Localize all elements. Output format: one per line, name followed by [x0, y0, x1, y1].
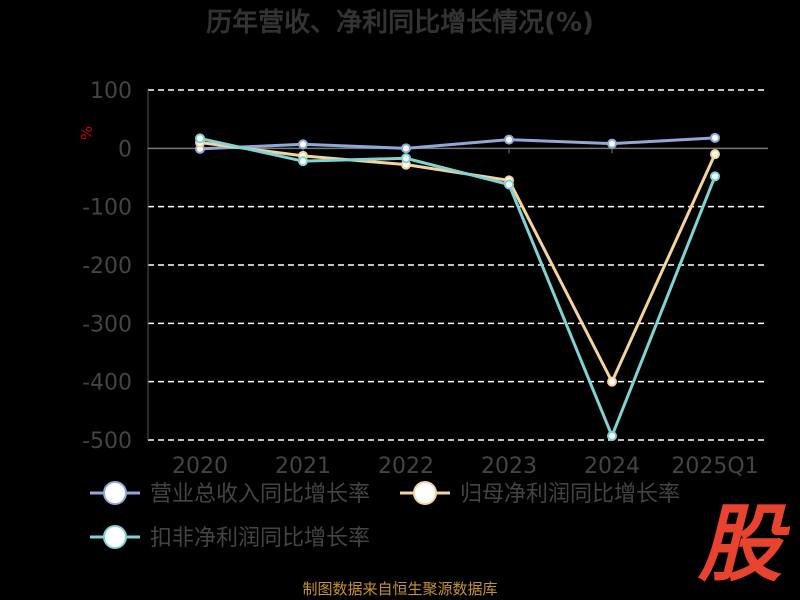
x-tick-label: 2025Q1: [671, 454, 758, 479]
x-tick-label: 2023: [481, 454, 537, 479]
legend-label: 归母净利润同比增长率: [460, 482, 680, 507]
data-point: [504, 179, 514, 190]
legend-swatch-marker: [103, 525, 127, 549]
x-tick-label: 2020: [172, 454, 228, 479]
legend-swatch-marker: [413, 481, 437, 505]
series-line-0: [199, 136, 716, 151]
data-point: [710, 149, 720, 160]
data-point: [607, 430, 617, 441]
data-point: [607, 138, 617, 149]
y-axis-ticks: 100 0 -100 -200 -300 -400 -500: [82, 79, 132, 454]
y-tick-label: -300: [82, 312, 132, 337]
grid-lines: [148, 89, 768, 441]
x-tick-label: 2024: [584, 454, 640, 479]
data-point: [401, 143, 411, 154]
legend-label: 扣非净利润同比增长率: [150, 526, 370, 551]
x-tick-label: 2022: [378, 454, 434, 479]
y-axis-label: %: [78, 126, 96, 140]
source-footer: 制图数据来自恒生聚源数据库: [302, 580, 498, 598]
y-tick-label: -200: [82, 254, 132, 279]
y-tick-label: -400: [82, 371, 132, 396]
data-point: [298, 156, 308, 167]
y-tick-label: -500: [82, 429, 132, 454]
series-line-2: [199, 136, 717, 440]
legend-label: 营业总收入同比增长率: [150, 482, 370, 507]
y-tick-label: 0: [118, 137, 132, 162]
series-line-1: [199, 141, 717, 386]
series-lines: [195, 132, 720, 441]
chart-title: 历年营收、净利同比增长情况(%): [206, 7, 594, 38]
data-point: [710, 171, 720, 182]
data-point: [298, 139, 308, 150]
y-tick-label: 100: [90, 79, 132, 104]
x-tick-label: 2021: [275, 454, 331, 479]
data-point: [710, 132, 720, 143]
y-tick-label: -100: [82, 196, 132, 221]
data-point: [401, 153, 411, 164]
data-point: [607, 376, 617, 387]
legend-swatch-marker: [103, 481, 127, 505]
brand-logo: 股: [697, 495, 782, 593]
data-point: [195, 133, 205, 144]
data-point: [504, 134, 514, 145]
